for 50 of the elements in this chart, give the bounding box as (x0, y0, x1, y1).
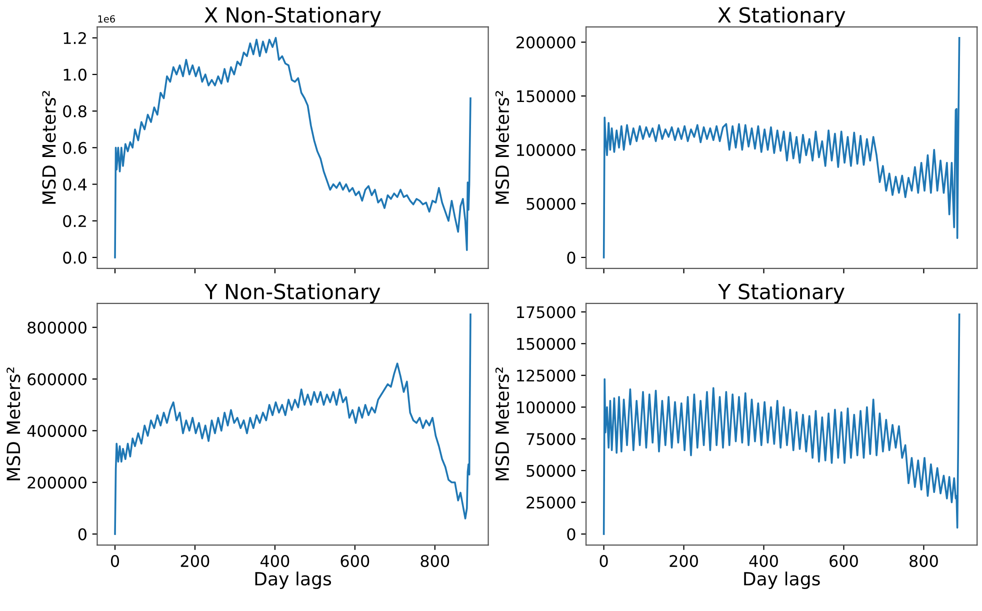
x-tick-label: 0 (600, 555, 608, 568)
x-axis-title: Day lags (744, 572, 820, 590)
y-axis-title: MSD Meters² (42, 90, 56, 204)
chart-title: X Non-Stationary (204, 6, 381, 27)
x-tick-label: 400 (749, 555, 778, 568)
x-tick-label: 0 (110, 555, 120, 568)
x-tick-label: 800 (910, 555, 938, 568)
chart-title: Y Non-Stationary (204, 283, 380, 304)
y-tick-label: 400000 (27, 424, 86, 437)
y-tick-label: 0.8 (63, 105, 86, 118)
line-series (114, 36, 472, 258)
y-tick-label: 0 (567, 252, 576, 264)
y-tick-label: 50000 (526, 198, 576, 210)
x-axis-title: Day lags (255, 572, 332, 590)
y-tick-label: 600000 (28, 373, 86, 386)
chart-title: X Stationary (718, 6, 846, 27)
y-tick-label: 0.0 (63, 252, 86, 264)
x-tick-label: 800 (420, 555, 450, 568)
y-tick-label: 100000 (517, 401, 576, 414)
y-tick-label: 150000 (517, 338, 576, 350)
y-tick-label: 175000 (517, 306, 576, 318)
y-tick-label: 100000 (517, 144, 576, 156)
chart-title: Y Stationary (718, 283, 844, 304)
y-tick-label: 200000 (28, 476, 86, 489)
x-tick-label: 400 (260, 555, 290, 568)
y-tick-label: 75000 (526, 433, 576, 446)
y-tick-label: 200000 (516, 36, 576, 48)
y-axis-title: MSD Meters² (6, 368, 20, 480)
x-tick-label: 200 (670, 555, 698, 568)
x-tick-label: 600 (830, 555, 858, 568)
y-tick-label: 25000 (526, 496, 576, 509)
y-tick-label: 125000 (517, 370, 576, 382)
line-series (114, 314, 472, 535)
y-tick-label: 800000 (28, 322, 86, 334)
x-tick-label: 600 (340, 555, 370, 568)
y-tick-label: 0.6 (63, 142, 86, 154)
y-tick-label: 1.2 (64, 32, 86, 44)
y-tick-label: 0.2 (63, 215, 86, 228)
line-series (602, 36, 960, 258)
line-series (602, 314, 960, 535)
y-tick-label: 150000 (517, 90, 576, 102)
y-tick-label: 0.4 (63, 178, 87, 191)
x-tick-label: 200 (180, 555, 210, 568)
y-axis-title: MSD Meters² (495, 90, 510, 204)
y-tick-label: 0 (567, 528, 576, 540)
y-tick-label: 0 (78, 528, 86, 540)
y-axis-title: MSD Meters² (495, 368, 510, 480)
y-tick-label: 50000 (526, 464, 576, 477)
y-tick-label: 1.0 (64, 68, 86, 81)
text: 1e6 (98, 15, 115, 23)
